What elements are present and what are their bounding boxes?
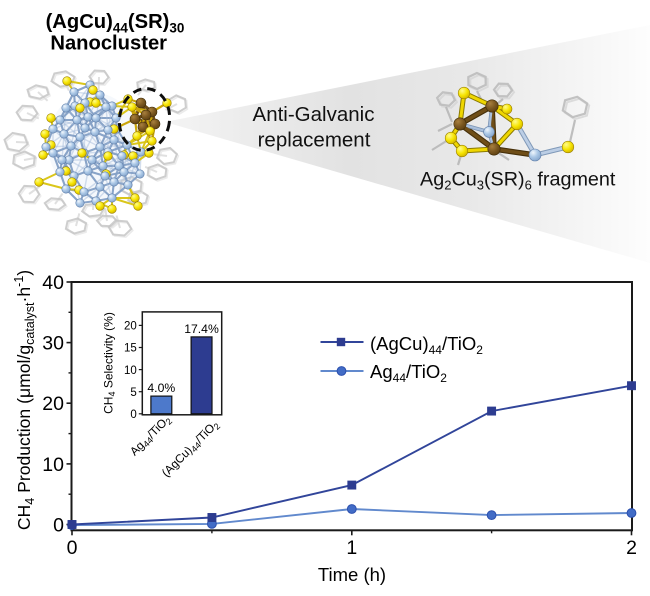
svg-text:40: 40 [42,272,64,294]
svg-text:Ag44/TiO2: Ag44/TiO2 [370,361,447,385]
svg-text:10: 10 [42,454,64,476]
svg-text:Time (h): Time (h) [318,564,386,585]
svg-text:30: 30 [42,333,64,355]
svg-text:5: 5 [130,387,136,399]
svg-text:replacement: replacement [258,129,371,152]
svg-text:17.4%: 17.4% [184,322,219,336]
svg-text:0: 0 [67,537,78,559]
svg-text:0: 0 [130,409,136,421]
svg-text:1: 1 [346,537,357,559]
svg-text:CH4 Selectivity (%): CH4 Selectivity (%) [102,312,118,414]
svg-text:4.0%: 4.0% [147,381,175,395]
svg-text:15: 15 [124,343,137,355]
svg-text:2: 2 [626,537,637,559]
svg-text:0: 0 [53,515,64,537]
svg-text:20: 20 [42,393,64,415]
svg-text:Nanocluster: Nanocluster [50,33,167,55]
svg-text:10: 10 [124,365,137,377]
svg-text:20: 20 [124,321,137,333]
svg-text:Anti-Galvanic: Anti-Galvanic [253,103,375,126]
svg-text:(AgCu)44/TiO2: (AgCu)44/TiO2 [370,333,483,357]
